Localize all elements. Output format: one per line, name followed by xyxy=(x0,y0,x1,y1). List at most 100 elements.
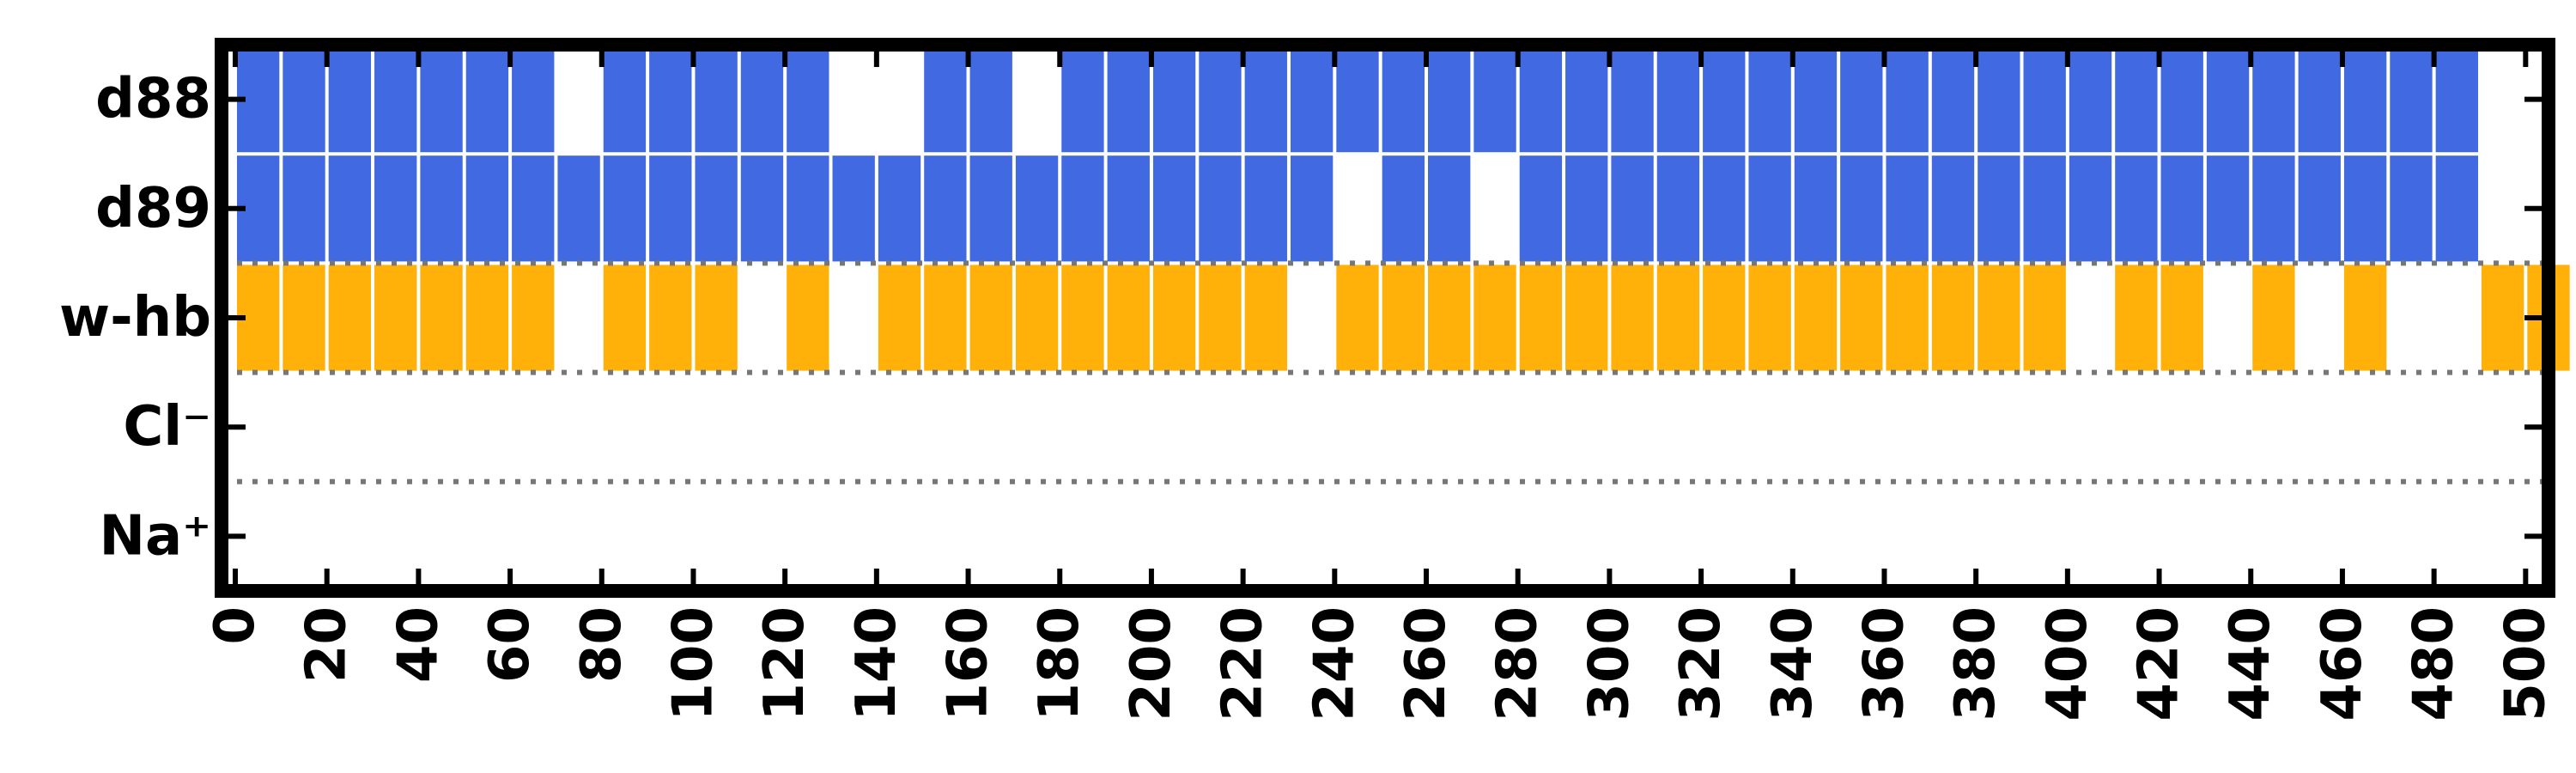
bar-d88-390 xyxy=(2023,46,2066,153)
bar-w-hb-210 xyxy=(1199,265,1242,371)
bars-layer xyxy=(237,46,2570,371)
bar-w-hb-350 xyxy=(1840,265,1883,371)
bar-d89-310 xyxy=(1656,155,1700,262)
bar-w-hb-50 xyxy=(465,265,509,371)
bar-d88-480 xyxy=(2435,46,2478,153)
x-tick-label-80: 80 xyxy=(570,606,634,683)
bar-d88-160 xyxy=(969,46,1012,153)
bar-d89-280 xyxy=(1519,155,1563,262)
bar-d89-60 xyxy=(512,155,555,262)
bar-d88-350 xyxy=(1840,46,1883,153)
bar-w-hb-370 xyxy=(1931,265,1975,371)
bar-d88-270 xyxy=(1473,46,1516,153)
x-tick-label-380: 380 xyxy=(1944,606,2008,721)
bar-d89-30 xyxy=(374,155,417,262)
bar-d89-460 xyxy=(2343,155,2387,262)
bar-w-hb-410 xyxy=(2115,265,2158,371)
bar-w-hb-340 xyxy=(1794,265,1838,371)
bar-d89-260 xyxy=(1428,155,1471,262)
bar-d88-440 xyxy=(2252,46,2295,153)
bar-d88-240 xyxy=(1336,46,1379,153)
bar-w-hb-140 xyxy=(878,265,921,371)
y-tick-label-d89: d89 xyxy=(95,177,211,240)
bar-d89-470 xyxy=(2390,155,2433,262)
x-tick-label-220: 220 xyxy=(1212,606,1275,721)
x-tick-label-40: 40 xyxy=(386,606,450,683)
y-tick-label-cl: Cl⁻ xyxy=(123,395,211,459)
bar-d89-70 xyxy=(557,155,600,262)
x-tick-label-500: 500 xyxy=(2494,606,2557,721)
bar-w-hb-150 xyxy=(924,265,967,371)
x-tick-label-100: 100 xyxy=(661,606,725,721)
x-tick-label-320: 320 xyxy=(1669,606,1733,721)
bar-d88-80 xyxy=(603,46,647,153)
bar-w-hb-320 xyxy=(1703,265,1746,371)
bar-d88-30 xyxy=(374,46,417,153)
bar-d89-110 xyxy=(740,155,784,262)
bar-d88-180 xyxy=(1061,46,1104,153)
bar-d88-110 xyxy=(740,46,784,153)
y-tick-label-d88: d88 xyxy=(95,68,211,131)
bar-d88-310 xyxy=(1656,46,1700,153)
bar-d89-200 xyxy=(1152,155,1196,262)
x-tick-label-420: 420 xyxy=(2128,606,2191,721)
bar-w-hb-80 xyxy=(603,265,647,371)
x-tick-label-440: 440 xyxy=(2219,606,2282,721)
x-tick-label-140: 140 xyxy=(845,606,908,721)
bar-d89-400 xyxy=(2069,155,2112,262)
x-tick-label-60: 60 xyxy=(478,606,542,683)
bar-w-hb-290 xyxy=(1565,265,1608,371)
bar-d88-410 xyxy=(2115,46,2158,153)
bar-d88-100 xyxy=(695,46,738,153)
x-tick-labels: 0 20 40 60 80 100 120 140 160 180 200 220 240 260 280 3… xyxy=(204,606,2557,721)
bar-d89-380 xyxy=(1978,155,2020,262)
bar-d89-370 xyxy=(1931,155,1975,262)
bar-w-hb-40 xyxy=(420,265,463,371)
bar-d88-300 xyxy=(1611,46,1654,153)
bar-d89-320 xyxy=(1703,155,1746,262)
x-tick-label-480: 480 xyxy=(2403,606,2466,721)
bar-d88-210 xyxy=(1199,46,1242,153)
bar-w-hb-100 xyxy=(695,265,738,371)
x-tick-label-0: 0 xyxy=(204,606,267,645)
bar-d88-430 xyxy=(2206,46,2250,153)
bar-w-hb-390 xyxy=(2023,265,2066,371)
bar-d88-250 xyxy=(1382,46,1425,153)
bar-d89-170 xyxy=(1015,155,1059,262)
bar-d89-80 xyxy=(603,155,647,262)
bar-d89-440 xyxy=(2252,155,2295,262)
bar-d89-410 xyxy=(2115,155,2158,262)
bar-d88-470 xyxy=(2390,46,2433,153)
bar-d89-180 xyxy=(1061,155,1104,262)
bar-w-hb-360 xyxy=(1886,265,1929,371)
bar-d88-290 xyxy=(1565,46,1608,153)
bar-w-hb-280 xyxy=(1519,265,1563,371)
x-tick-label-120: 120 xyxy=(753,606,817,721)
bar-w-hb-60 xyxy=(512,265,555,371)
x-tick-label-200: 200 xyxy=(1120,606,1183,721)
bar-d88-120 xyxy=(787,46,829,153)
bar-w-hb-30 xyxy=(374,265,417,371)
bar-d88-370 xyxy=(1931,46,1975,153)
bar-d89-140 xyxy=(878,155,921,262)
x-tick-label-20: 20 xyxy=(295,606,359,683)
bar-d89-340 xyxy=(1794,155,1838,262)
y-tick-label-w-hb: w-hb xyxy=(59,286,211,350)
bar-d89-330 xyxy=(1748,155,1791,262)
bar-d88-340 xyxy=(1794,46,1838,153)
bar-d89-20 xyxy=(328,155,372,262)
bar-d89-160 xyxy=(969,155,1012,262)
bar-d89-350 xyxy=(1840,155,1883,262)
bar-w-hb-90 xyxy=(649,265,692,371)
bar-d89-130 xyxy=(832,155,875,262)
bar-w-hb-10 xyxy=(283,265,325,371)
bar-d88-460 xyxy=(2343,46,2387,153)
bar-w-hb-260 xyxy=(1428,265,1471,371)
bar-d88-320 xyxy=(1703,46,1746,153)
bar-d89-120 xyxy=(787,155,829,262)
bar-d89-150 xyxy=(924,155,967,262)
bar-d88-400 xyxy=(2069,46,2112,153)
bar-w-hb-200 xyxy=(1152,265,1196,371)
bar-d88-190 xyxy=(1107,46,1150,153)
